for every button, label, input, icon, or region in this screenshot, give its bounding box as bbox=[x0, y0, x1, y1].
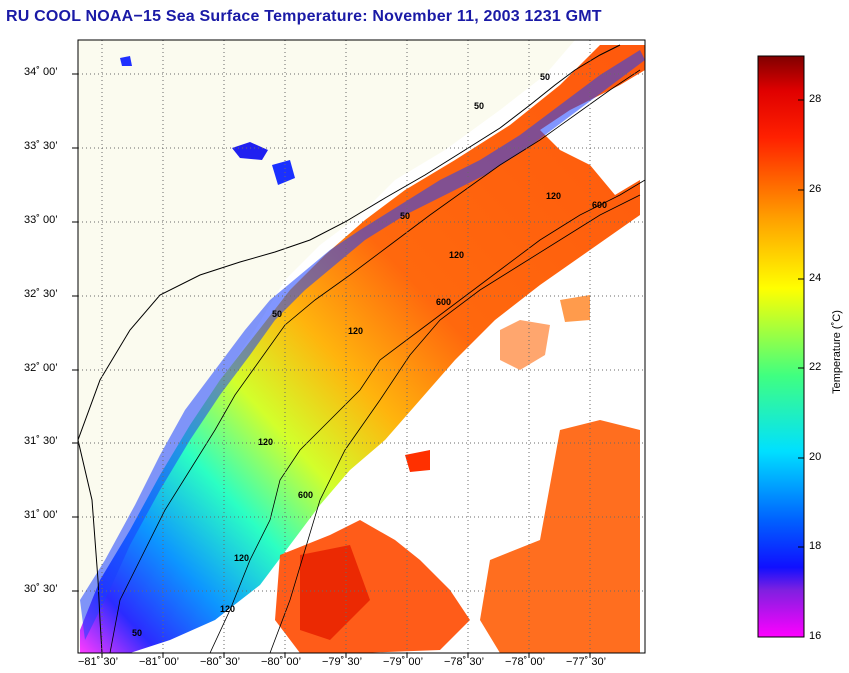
grid-lines bbox=[78, 40, 645, 653]
colorbar-ticks bbox=[798, 99, 804, 638]
colorbar-tick-label: 28 bbox=[809, 93, 822, 105]
colorbar-tick-label: 18 bbox=[809, 540, 822, 552]
contour-label: 50 bbox=[132, 628, 143, 638]
colorbar-tick-label: 26 bbox=[809, 183, 822, 195]
cold-spot-1 bbox=[232, 142, 268, 160]
isobath-50 bbox=[109, 69, 641, 653]
cold-spot-2 bbox=[272, 160, 295, 185]
contour-label: 50 bbox=[272, 309, 283, 319]
cold-spot-3 bbox=[120, 56, 132, 66]
contour-label: 600 bbox=[436, 297, 452, 307]
contour-label: 50 bbox=[540, 72, 551, 82]
contour-label: 120 bbox=[546, 191, 562, 201]
contour-label: 600 bbox=[298, 490, 314, 500]
warm-patch-east bbox=[480, 420, 640, 653]
lon-label: −78˚ 30’ bbox=[444, 656, 485, 668]
lon-label: −79˚ 30’ bbox=[322, 656, 363, 668]
lat-label: 33˚ 30’ bbox=[24, 140, 58, 152]
contour-label: 120 bbox=[258, 437, 274, 447]
contour-label: 50 bbox=[474, 101, 485, 111]
contour-label: 120 bbox=[220, 604, 236, 614]
lat-label: 34˚ 00’ bbox=[24, 66, 58, 78]
colorbar-scale bbox=[757, 55, 805, 638]
contour-label: 50 bbox=[400, 211, 411, 221]
colorbar-tick-label: 20 bbox=[809, 451, 822, 463]
contour-label: 600 bbox=[592, 200, 608, 210]
colorbar-tick-label: 16 bbox=[809, 630, 822, 642]
warm-core-south bbox=[300, 545, 370, 640]
page-title: RU COOL NOAA−15 Sea Surface Temperature:… bbox=[6, 8, 602, 25]
coastline bbox=[78, 44, 621, 441]
colorbar-title: Temperature (˚C) bbox=[830, 310, 843, 394]
lat-label: 33˚ 00’ bbox=[24, 214, 58, 226]
lon-label: −79˚ 00’ bbox=[383, 656, 424, 668]
lon-label: −81˚ 30’ bbox=[78, 656, 119, 668]
lat-label: 30˚ 30’ bbox=[24, 583, 58, 595]
map-frame bbox=[77, 39, 646, 654]
contour-label: 120 bbox=[348, 326, 364, 336]
sst-band bbox=[80, 45, 645, 653]
contour-label: 120 bbox=[449, 250, 465, 260]
lon-label: −78˚ 00’ bbox=[505, 656, 546, 668]
coastline-south bbox=[78, 439, 103, 653]
colorbar-tick-label: 22 bbox=[809, 361, 822, 373]
lon-label: −81˚ 00’ bbox=[139, 656, 180, 668]
lon-label: −80˚ 30’ bbox=[200, 656, 241, 668]
warm-spot bbox=[405, 450, 430, 472]
lat-label: 31˚ 30’ bbox=[24, 435, 58, 447]
contour-label: 120 bbox=[234, 553, 250, 563]
lat-label: 32˚ 00’ bbox=[24, 362, 58, 374]
warm-spot-mid bbox=[500, 320, 550, 370]
isobath-600 bbox=[269, 194, 641, 653]
lat-label: 31˚ 00’ bbox=[24, 509, 58, 521]
warm-spot-ne bbox=[560, 295, 590, 322]
colorbar-tick-label: 24 bbox=[809, 272, 822, 284]
axis-ticks bbox=[72, 73, 591, 658]
lon-label: −80˚ 00’ bbox=[261, 656, 302, 668]
isobath-120 bbox=[209, 179, 645, 653]
lon-label: −77˚ 30’ bbox=[566, 656, 607, 668]
lat-label: 32˚ 30’ bbox=[24, 288, 58, 300]
